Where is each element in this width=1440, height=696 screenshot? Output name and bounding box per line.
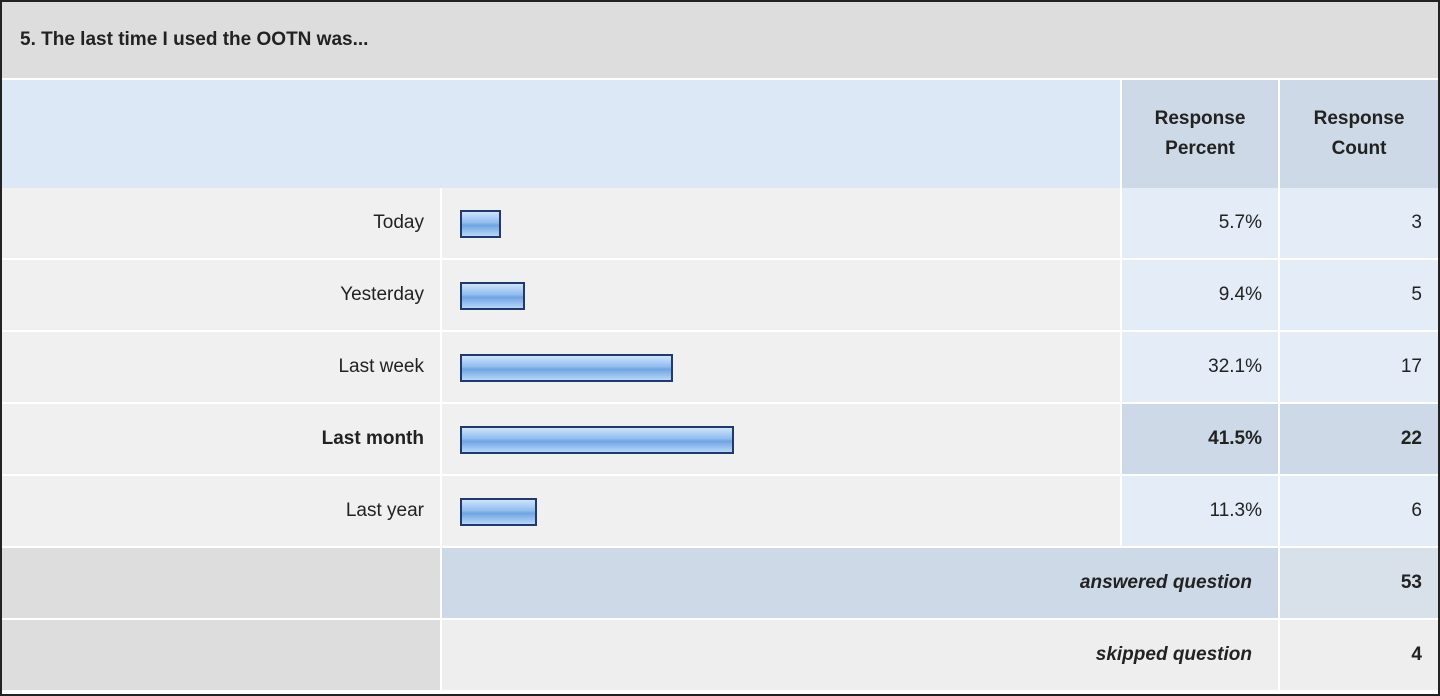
header-percent: Response Percent (1122, 80, 1280, 188)
response-count: 17 (1280, 332, 1438, 404)
footer-blank (2, 620, 442, 692)
row-label: Last month (2, 404, 442, 476)
bar (460, 210, 502, 238)
response-percent: 32.1% (1122, 332, 1280, 404)
header-count: Response Count (1280, 80, 1438, 188)
answered-count: 53 (1280, 548, 1438, 620)
response-percent: 5.7% (1122, 188, 1280, 260)
bar (460, 282, 526, 310)
bar (460, 426, 734, 454)
row-label: Today (2, 188, 442, 260)
response-count: 6 (1280, 476, 1438, 548)
response-percent: 41.5% (1122, 404, 1280, 476)
row-label: Yesterday (2, 260, 442, 332)
skipped-label: skipped question (442, 620, 1280, 692)
response-percent: 11.3% (1122, 476, 1280, 548)
bar-cell (442, 476, 1122, 548)
title: 5. The last time I used the OOTN was... (2, 2, 1438, 80)
bar (460, 354, 673, 382)
response-count: 22 (1280, 404, 1438, 476)
skipped-count: 4 (1280, 620, 1438, 692)
row-label: Last year (2, 476, 442, 548)
row-label: Last week (2, 332, 442, 404)
bar-cell (442, 260, 1122, 332)
response-percent: 9.4% (1122, 260, 1280, 332)
footer-blank (2, 548, 442, 620)
bar (460, 498, 538, 526)
header-blank (2, 80, 1122, 188)
answered-label: answered question (442, 548, 1280, 620)
response-count: 3 (1280, 188, 1438, 260)
bar-cell (442, 188, 1122, 260)
response-count: 5 (1280, 260, 1438, 332)
